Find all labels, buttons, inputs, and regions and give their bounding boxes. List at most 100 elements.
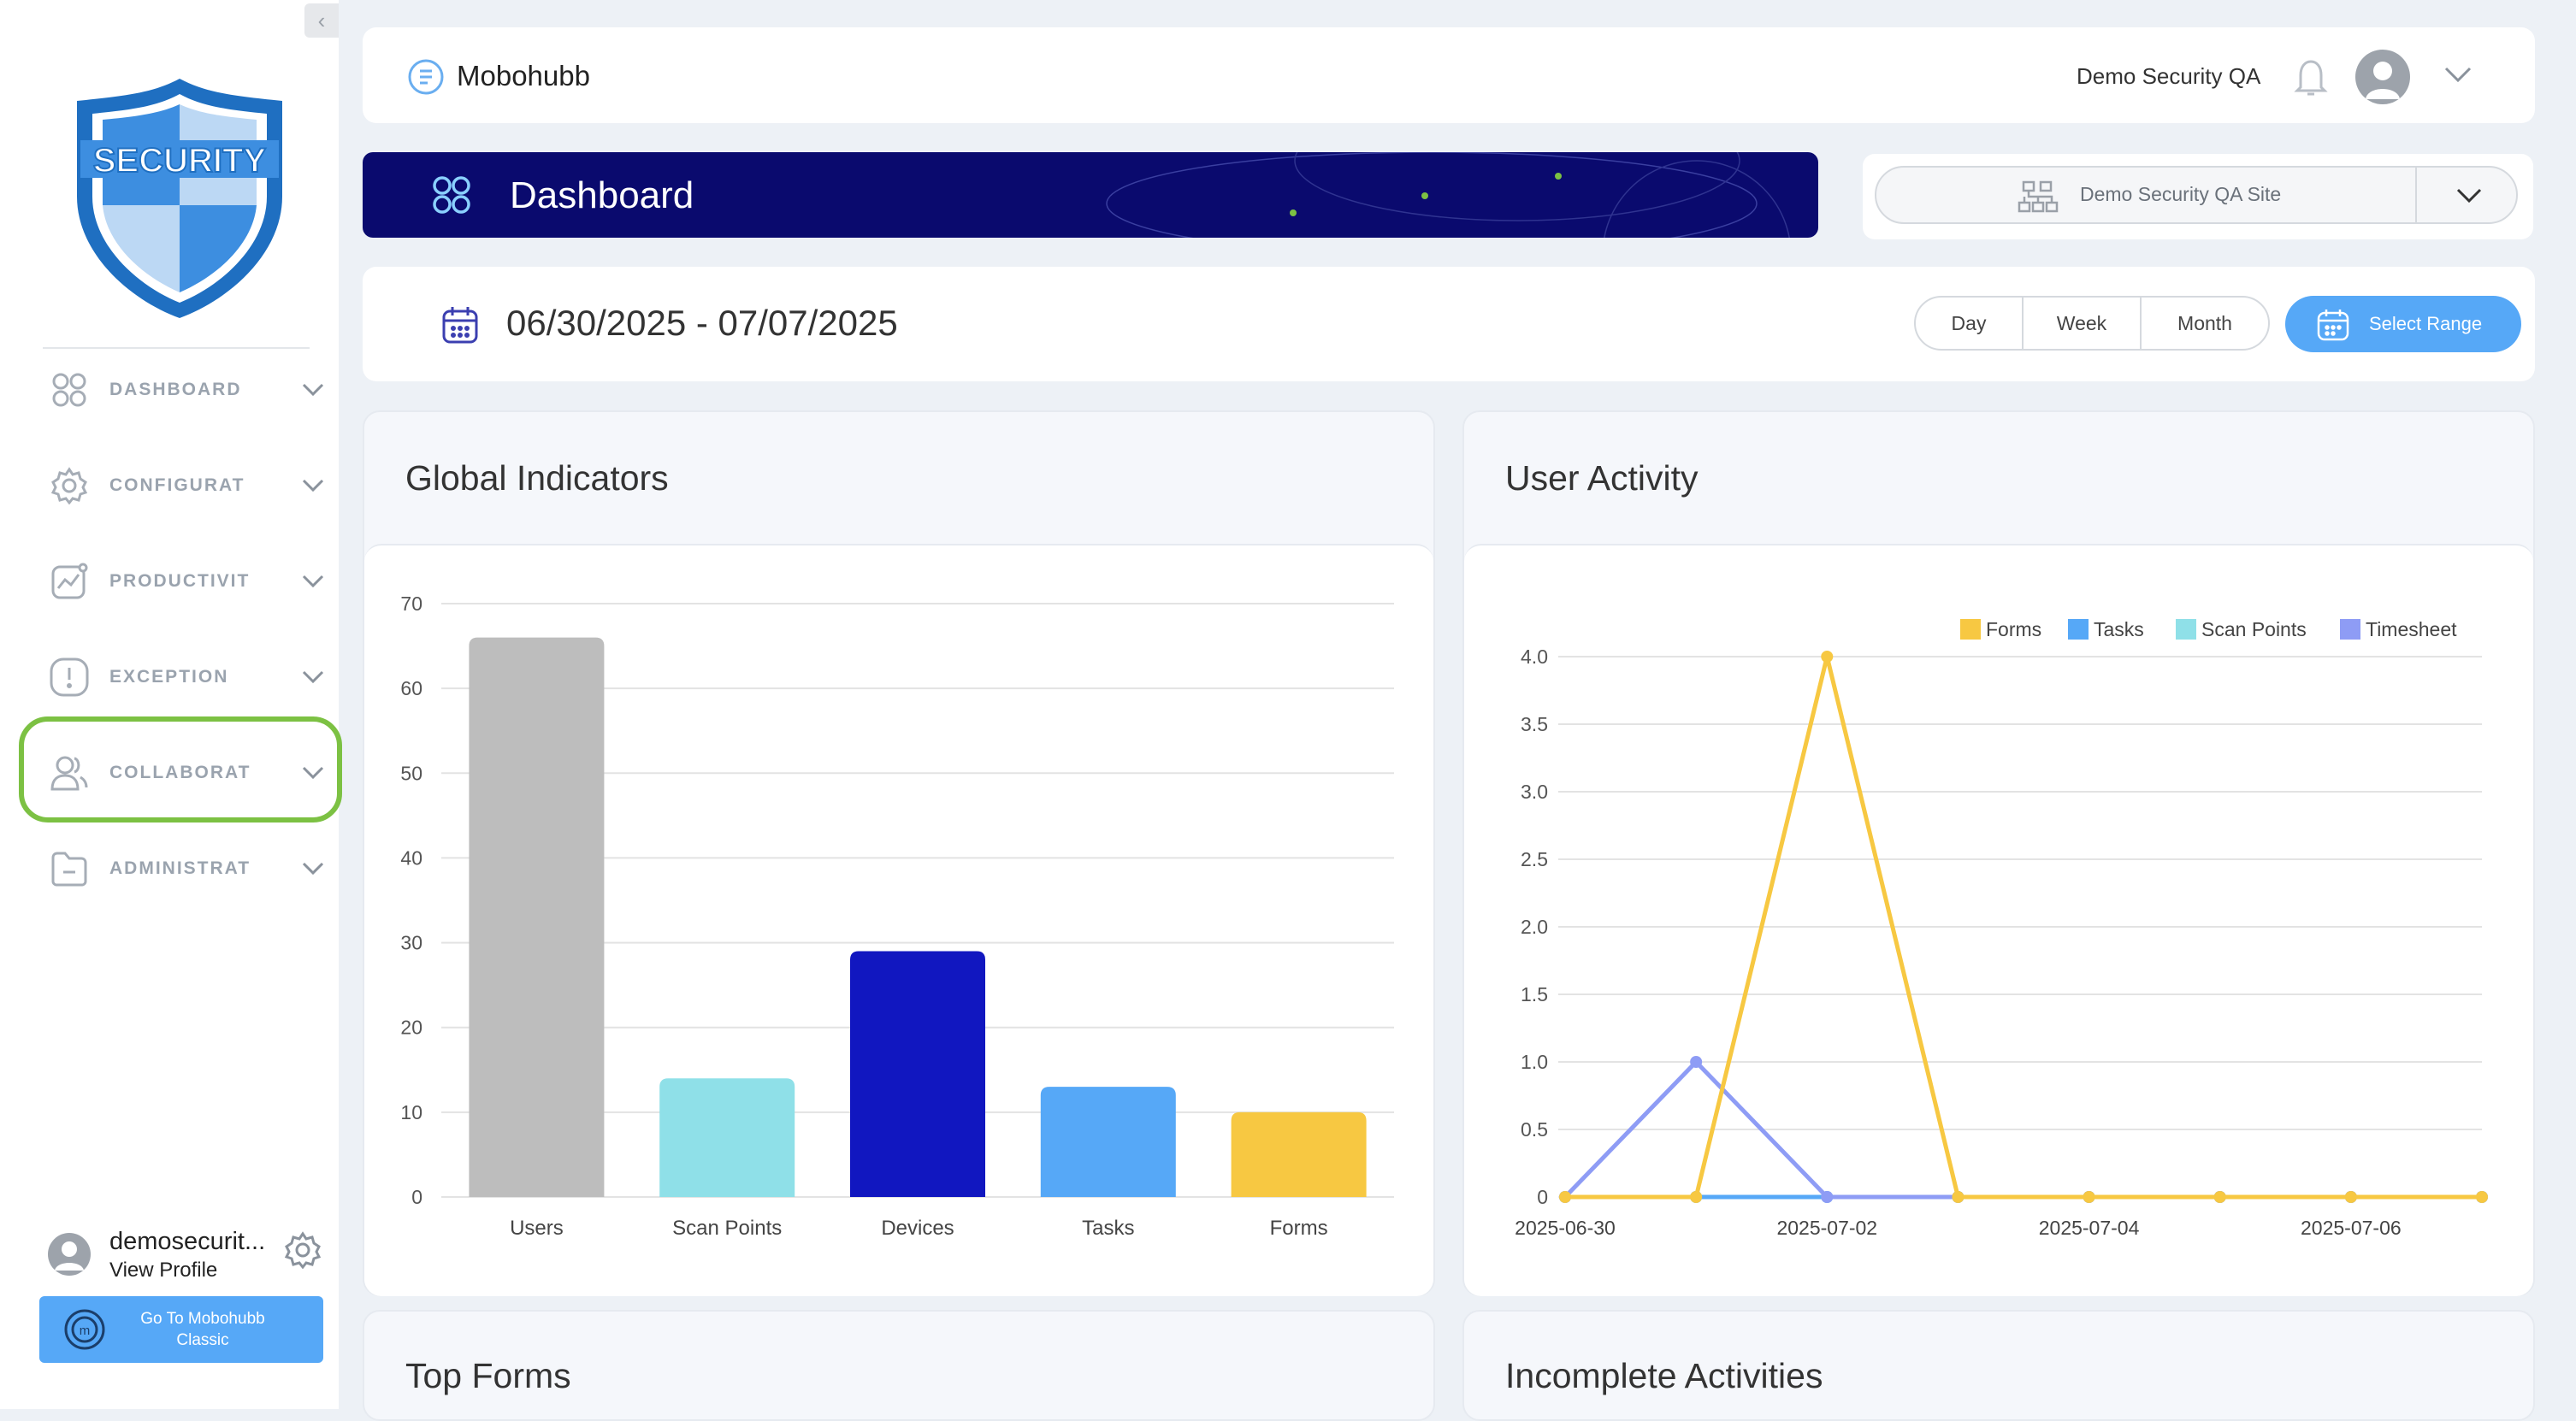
collaboration-highlight [19, 716, 342, 823]
logo-text: SECURITY [93, 142, 267, 180]
chevron-down-icon[interactable] [2455, 186, 2484, 205]
panel-title: Global Indicators [405, 458, 669, 498]
x-tick-label: Tasks [1082, 1217, 1134, 1240]
y-tick-label: 1.0 [1521, 1051, 1548, 1073]
mobohubb-logo-icon: m [63, 1308, 106, 1351]
data-point-timesheet [1821, 1191, 1834, 1203]
day-button[interactable]: Day [1914, 296, 2024, 351]
y-tick-label: 40 [400, 846, 422, 869]
x-tick-label: Scan Points [672, 1217, 782, 1240]
sidebar-item-label: CONFIGURAT [109, 475, 245, 495]
sidebar-item-label: ADMINISTRAT [109, 858, 251, 878]
legend-label: Forms [1986, 618, 2041, 640]
x-tick-label: 2025-07-04 [2039, 1217, 2140, 1239]
panel-title: Top Forms [405, 1356, 571, 1395]
site-select-card: Demo Security QA Site [1863, 154, 2533, 239]
chevron-down-icon [298, 374, 328, 405]
user-activity-chart: 0 0.5 1.0 1.5 2.0 2.5 3.0 3.5 4.0 2025-06-30 2025-… [1515, 618, 2488, 1239]
users-icon [48, 752, 91, 794]
profile-name: demosecurit... [109, 1228, 266, 1255]
exclamation-icon [48, 656, 91, 699]
chevron-down-icon [298, 662, 328, 693]
top-bar: Mobohubb Demo Security QA [363, 27, 2535, 123]
banner-decoration [1106, 152, 1790, 238]
y-tick-label: 3.5 [1521, 713, 1548, 735]
select-range-label: Select Range [2369, 313, 2483, 334]
week-button[interactable]: Week [2022, 296, 2142, 351]
legend-swatch [2068, 619, 2089, 640]
avatar[interactable] [48, 1233, 91, 1276]
app-name: Mobohubb [457, 60, 590, 91]
data-point-forms [2213, 1191, 2226, 1203]
legend-label: Tasks [2094, 618, 2144, 640]
sidebar-item-administration[interactable]: ADMINISTRAT [41, 834, 332, 903]
bar-scan-points [659, 1078, 795, 1197]
y-tick-label: 2.0 [1521, 916, 1548, 938]
x-tick-label: 2025-07-06 [2301, 1217, 2402, 1239]
data-point-forms [1690, 1191, 1703, 1203]
dashboard-banner: Dashboard [363, 152, 1818, 238]
spacer [1861, 152, 1863, 154]
calendar-icon [441, 304, 479, 345]
panel-title: Incomplete Activities [1505, 1356, 1823, 1395]
user-activity-panel: User Activity 0 0.5 1.0 1.5 2.0 2.5 3.0 3.5 4.0 2… [1462, 410, 2535, 1296]
data-point-forms [2476, 1191, 2488, 1203]
chevron-down-icon [298, 470, 328, 501]
chevron-down-icon[interactable] [2443, 65, 2473, 85]
date-range-text: 06/30/2025 - 07/07/2025 [506, 303, 898, 343]
y-tick-label: 4.0 [1521, 646, 1548, 668]
sidebar-item-label: COLLABORAT [109, 763, 251, 782]
bar-users [469, 637, 605, 1197]
panel-body: 0 0.5 1.0 1.5 2.0 2.5 3.0 3.5 4.0 2025-06-30 2025-… [1464, 544, 2533, 1296]
y-tick-label: 0 [411, 1186, 422, 1208]
chevron-down-icon [298, 566, 328, 597]
legend-label: Timesheet [2366, 618, 2457, 640]
panel-title: User Activity [1505, 458, 1699, 498]
x-tick-label: Forms [1270, 1217, 1328, 1240]
global-indicators-panel: Global Indicators 0 10 20 30 40 50 60 70 Users Sc… [363, 410, 1435, 1296]
y-tick-label: 50 [400, 762, 422, 784]
bar-tasks [1040, 1087, 1176, 1197]
panel-body: 0 10 20 30 40 50 60 70 Users Scan Points Devices Ta… [364, 544, 1433, 1296]
go-to-classic-button[interactable]: m Go To Mobohubb Classic [39, 1296, 323, 1363]
bell-icon[interactable] [2294, 56, 2328, 99]
collapse-sidebar-button[interactable]: ‹ [304, 3, 339, 38]
select-range-button[interactable]: Select Range [2285, 296, 2521, 352]
security-logo: SECURITY [51, 51, 325, 325]
data-point-timesheet [1690, 1056, 1703, 1068]
x-tick-label: 2025-06-30 [1515, 1217, 1616, 1239]
y-tick-label: 1.5 [1521, 983, 1548, 1005]
data-point-forms [2344, 1191, 2357, 1203]
x-tick-label: 2025-07-02 [1776, 1217, 1877, 1239]
view-profile-link[interactable]: View Profile [109, 1259, 218, 1282]
chevron-down-icon [298, 853, 328, 884]
legend-label: Scan Points [2201, 618, 2307, 640]
x-tick-label: Devices [881, 1217, 954, 1240]
site-select[interactable]: Demo Security QA Site [1875, 166, 2518, 224]
legend-swatch [2340, 619, 2360, 640]
data-point-forms [1952, 1191, 1964, 1203]
sidebar-item-exception[interactable]: EXCEPTION [41, 643, 332, 711]
data-point-forms [1821, 651, 1834, 663]
data-point-forms [1559, 1191, 1571, 1203]
user-avatar[interactable] [2355, 50, 2410, 104]
sidebar-item-label: PRODUCTIVIT [109, 571, 251, 591]
dashboard-grid-icon [431, 174, 472, 215]
sidebar-item-label: DASHBOARD [109, 380, 242, 399]
sidebar-item-productivity[interactable]: PRODUCTIVIT [41, 547, 332, 616]
y-tick-label: 0.5 [1521, 1118, 1548, 1141]
folder-icon [48, 847, 91, 890]
sidebar-item-configuration[interactable]: CONFIGURAT [41, 451, 332, 520]
legend-swatch [2176, 619, 2196, 640]
sidebar-item-collaboration[interactable]: COLLABORAT [41, 739, 332, 807]
sidebar-item-label: EXCEPTION [109, 667, 229, 687]
series-line-forms [1565, 654, 2482, 1200]
sidebar-item-dashboard[interactable]: DASHBOARD [41, 356, 332, 424]
bar-forms [1231, 1111, 1367, 1197]
sidebar: ‹ SECURITY DASHBOARD CONFIGURAT PRODUCTI… [0, 0, 339, 1409]
x-tick-label: Users [510, 1217, 564, 1240]
site-select-value: Demo Security QA Site [2080, 183, 2282, 205]
month-button[interactable]: Month [2140, 296, 2270, 351]
global-indicators-chart: 0 10 20 30 40 50 60 70 Users Scan Points Devices Ta… [400, 593, 1394, 1240]
settings-gear-icon[interactable] [284, 1231, 322, 1270]
